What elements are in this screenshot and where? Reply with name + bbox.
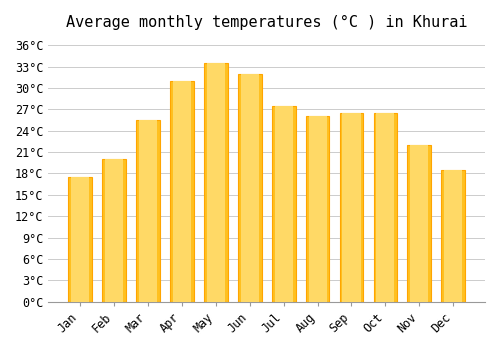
Bar [68, 177, 92, 302]
Title: Average monthly temperatures (°C ) in Khurai: Average monthly temperatures (°C ) in Kh… [66, 15, 468, 30]
Bar [410, 145, 428, 302]
Bar [272, 106, 295, 302]
Bar [240, 74, 258, 302]
Bar [170, 81, 194, 302]
Bar [71, 177, 89, 302]
Bar [306, 117, 330, 302]
Bar [139, 120, 157, 302]
Bar [442, 170, 465, 302]
Bar [274, 106, 292, 302]
Bar [408, 145, 431, 302]
Bar [376, 113, 394, 302]
Bar [308, 117, 326, 302]
Bar [340, 113, 363, 302]
Bar [136, 120, 160, 302]
Bar [238, 74, 262, 302]
Bar [342, 113, 360, 302]
Bar [105, 159, 123, 302]
Bar [374, 113, 398, 302]
Bar [207, 63, 225, 302]
Bar [204, 63, 228, 302]
Bar [444, 170, 462, 302]
Bar [102, 159, 126, 302]
Bar [173, 81, 191, 302]
